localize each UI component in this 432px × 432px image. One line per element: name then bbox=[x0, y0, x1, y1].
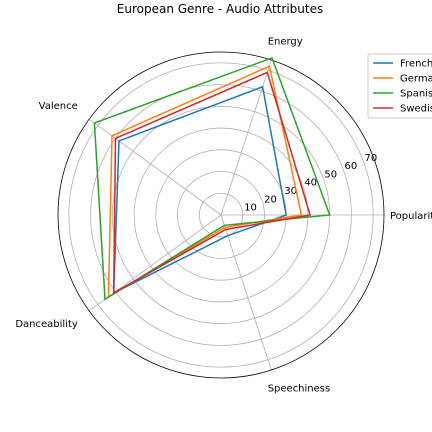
legend-label-spanish: Spanis bbox=[400, 89, 432, 100]
series-line-french bbox=[114, 87, 287, 293]
radial-tick-label: 40 bbox=[304, 178, 317, 189]
axis-label-popularity: Popularity bbox=[390, 211, 432, 222]
radial-tick-label: 60 bbox=[344, 161, 357, 172]
grid-spoke-1 bbox=[221, 60, 271, 215]
legend-label-swedish: Swedis bbox=[400, 104, 432, 115]
chart-series bbox=[94, 58, 329, 299]
chart-legend: French Germa Spanis Swedis bbox=[368, 54, 432, 118]
series-line-spanish bbox=[94, 58, 329, 299]
legend-label-german: Germa bbox=[400, 74, 432, 85]
radial-tick-label: 70 bbox=[365, 153, 378, 164]
axis-label-speechiness: Speechiness bbox=[268, 383, 331, 394]
axis-label-danceability: Danceability bbox=[15, 319, 78, 330]
radial-tick-label: 10 bbox=[244, 203, 257, 214]
radial-tick-label: 20 bbox=[264, 194, 277, 205]
grid-spoke-4 bbox=[221, 215, 271, 370]
axis-label-valence: Valence bbox=[39, 101, 78, 112]
radial-tick-label: 50 bbox=[324, 169, 337, 180]
series-line-german bbox=[109, 66, 302, 297]
grid-spoke-2 bbox=[89, 119, 221, 215]
chart-title: European Genre - Audio Attributes bbox=[117, 2, 323, 16]
legend-label-french: French bbox=[400, 59, 432, 70]
axis-label-energy: Energy bbox=[268, 37, 303, 48]
